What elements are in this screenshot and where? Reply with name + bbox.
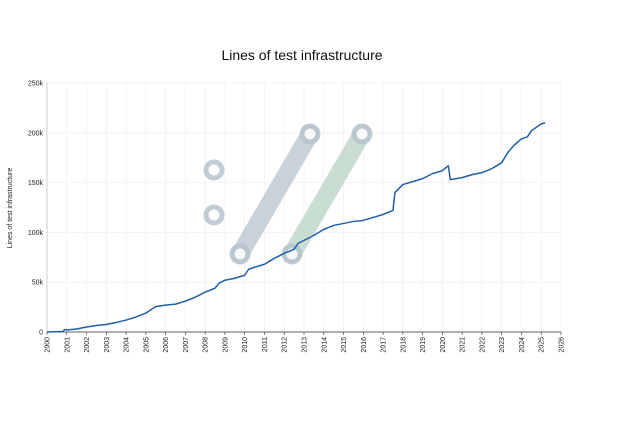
background-decoration xyxy=(203,123,373,265)
x-tick-label: 2020 xyxy=(440,337,447,353)
decorative-ring xyxy=(203,204,225,226)
x-tick-label: 2005 xyxy=(143,337,150,353)
chart-title: Lines of test infrastructure xyxy=(221,47,382,63)
x-tick-label: 2023 xyxy=(499,337,506,353)
x-tick-label: 2000 xyxy=(45,337,52,353)
tick-labels: 2000 2001 2002 2003 2004 2005 2006 2007 2008 2009… xyxy=(28,81,566,353)
y-tick-label: 150k xyxy=(28,180,44,187)
y-tick-label: 250k xyxy=(28,81,44,88)
x-tick-label: 2013 xyxy=(302,337,309,353)
x-tick-label: 2026 xyxy=(559,337,566,353)
y-tick-label: 50k xyxy=(32,280,44,287)
x-tick-label: 2006 xyxy=(163,337,170,353)
x-tick-label: 2009 xyxy=(222,337,229,353)
x-tick-label: 2008 xyxy=(203,337,210,353)
x-tick-label: 2019 xyxy=(420,337,427,353)
y-tick-label: 0 xyxy=(39,330,43,337)
x-tick-label: 2002 xyxy=(84,337,91,353)
decorative-ring xyxy=(229,243,251,265)
series-layer xyxy=(46,122,546,333)
x-tick-label: 2004 xyxy=(124,337,131,353)
decorative-bar xyxy=(283,125,371,263)
x-tick-label: 2025 xyxy=(539,337,546,353)
x-tick-label: 2017 xyxy=(381,337,388,353)
x-tick-label: 2001 xyxy=(64,337,71,353)
x-tick-label: 2012 xyxy=(282,337,289,353)
y-tick-label: 100k xyxy=(28,230,44,237)
grid xyxy=(46,82,562,333)
decorative-ring xyxy=(351,123,373,145)
y-tick-label: 200k xyxy=(28,130,44,137)
x-tick-label: 2024 xyxy=(519,337,526,353)
y-axis-label: Lines of test infrastructure xyxy=(7,168,14,249)
decorative-ring xyxy=(281,243,303,265)
x-tick-label: 2018 xyxy=(400,337,407,353)
x-tick-label: 2007 xyxy=(183,337,190,353)
decorative-ring xyxy=(203,159,225,181)
x-tick-label: 2014 xyxy=(321,337,328,353)
decorative-ring xyxy=(299,123,321,145)
series-line xyxy=(46,122,546,333)
x-tick-label: 2011 xyxy=(262,337,269,352)
x-tick-label: 2015 xyxy=(341,337,348,353)
x-tick-label: 2021 xyxy=(460,337,467,353)
x-tick-label: 2016 xyxy=(361,337,368,353)
decorative-bar xyxy=(231,125,319,263)
x-tick-label: 2010 xyxy=(242,337,249,353)
x-tick-label: 2003 xyxy=(104,337,111,353)
x-tick-label: 2022 xyxy=(479,337,486,353)
